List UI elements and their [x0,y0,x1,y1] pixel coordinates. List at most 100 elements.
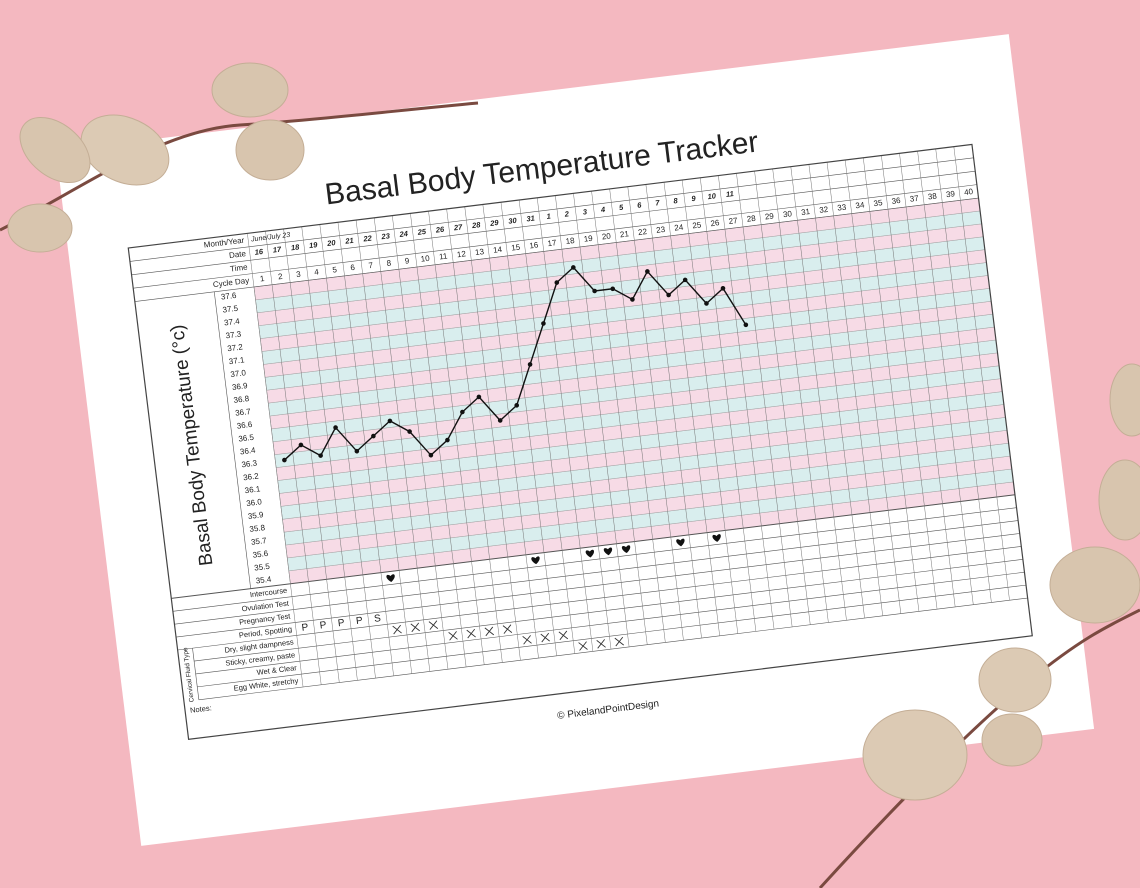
date: 24 [398,229,409,239]
cycle-day: 36 [891,196,901,206]
rule [319,224,376,679]
rule [446,208,503,663]
cycle-day: 5 [332,265,338,275]
rule [373,217,431,672]
temperature-point [541,321,546,326]
fluid-mark [596,639,606,649]
fluid-mark [540,632,550,643]
temperature-point [554,280,560,285]
temperature-point [592,288,597,294]
period-mark: P [301,622,309,634]
rule [591,191,648,645]
rule [410,213,467,667]
heart [386,574,395,582]
fluid-mark [466,628,476,639]
heart [676,538,685,547]
temperature-point [445,437,450,443]
y-tick-label: 36.8 [233,394,250,405]
rule [772,168,829,623]
temperature-point [666,292,671,298]
temperature-point [497,418,503,423]
cycle-day: 2 [278,272,284,282]
cycle-day: 27 [728,216,738,226]
rule [197,584,1027,688]
fluid-mark [558,630,569,641]
leaf [981,713,1043,767]
fluid-mark [428,620,439,630]
rule [718,175,775,630]
date: 28 [471,220,482,230]
cycle-day: 22 [638,227,648,237]
date: 25 [416,227,427,237]
date: 19 [308,240,318,250]
date: 11 [725,189,734,199]
date: 29 [489,218,500,228]
rule [500,202,557,656]
rule [808,164,865,619]
rule [177,546,1022,651]
leaf [235,119,305,181]
date: 31 [526,214,535,224]
date: 6 [637,200,643,210]
temperature-point [743,322,749,328]
rule [192,648,200,700]
leaf [1098,459,1140,541]
leaf [978,647,1052,713]
cycle-day: 16 [529,240,539,250]
rule [681,179,739,634]
temperature-point [333,425,338,430]
cycle-day: 33 [837,203,847,213]
y-tick-label: 36.7 [235,407,252,418]
cycle-day: 30 [782,209,792,219]
date: 21 [344,236,354,246]
cycle-day: 12 [456,249,466,259]
stem [0,101,479,232]
rule [247,233,304,688]
y-tick-label: 37.5 [222,304,239,315]
rule [133,184,977,289]
leaf [7,203,73,253]
date: 20 [326,238,337,248]
date: 23 [380,231,391,241]
cycle-day: 19 [583,234,593,244]
date: 16 [254,247,264,257]
cycle-day: 31 [801,207,811,217]
temperature-point [387,418,393,424]
rule [283,228,340,683]
rule [663,182,720,636]
rule [134,197,979,302]
cycle-day: 13 [475,247,485,257]
y-tick-label: 35.8 [249,523,266,534]
y-tick-label: 36.2 [243,471,260,482]
rule [428,211,485,665]
month-year: June/July 23 [250,232,291,244]
rule [899,153,956,607]
rule [194,559,1023,662]
date: 26 [434,225,445,235]
y-tick-label: 37.4 [224,317,241,328]
heart [603,547,613,556]
rule [917,151,974,605]
date: 3 [582,207,588,217]
cycle-day: 15 [511,243,521,253]
y-tick-label: 37.0 [230,368,247,379]
rule [844,159,902,614]
rule [953,146,1010,601]
y-tick-label: 35.4 [255,575,272,586]
rule [174,520,1019,625]
temperature-point [476,394,482,400]
rule [172,507,1017,612]
period-mark: S [373,613,381,625]
temperature-point [428,452,434,458]
fluid-mark [522,635,532,645]
fluid-mark [392,624,402,635]
cycle-day: 11 [439,252,449,262]
date: 27 [452,222,463,232]
row-label: Date [228,249,246,260]
temperature-point [318,453,323,458]
temperature-point [407,429,412,434]
temperature-point [630,297,635,302]
fluid-mark [502,624,513,634]
cycle-day: 1 [259,274,265,284]
